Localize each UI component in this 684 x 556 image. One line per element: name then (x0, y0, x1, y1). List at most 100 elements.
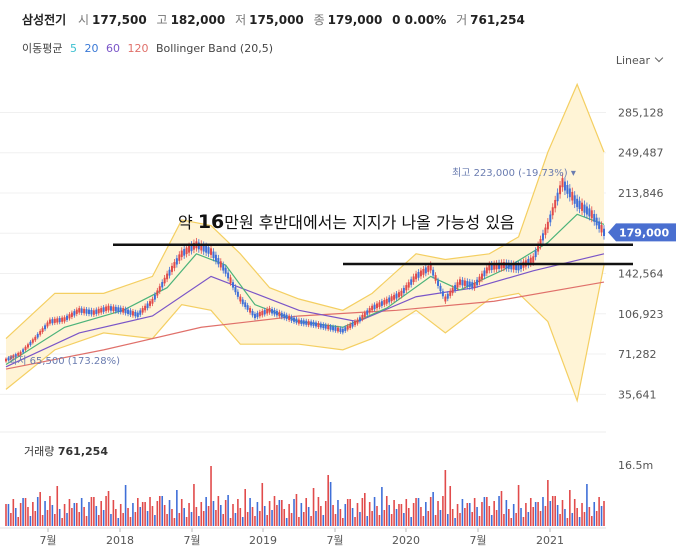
volume-bar (442, 496, 444, 526)
candle (310, 321, 313, 326)
volume-bar (417, 498, 420, 526)
volume-bar (534, 502, 537, 526)
volume-bar (432, 492, 434, 526)
volume-bar (571, 513, 574, 526)
volume-bar (75, 503, 78, 526)
candle (214, 254, 217, 262)
volume-bar (547, 480, 549, 526)
candle (249, 308, 252, 313)
volume-bar (207, 506, 210, 526)
volume-bar (276, 505, 278, 526)
volume-bar (381, 487, 383, 526)
candle (241, 299, 244, 305)
volume-bar (112, 500, 115, 526)
open-value: 177,500 (92, 13, 147, 27)
candle (495, 263, 498, 270)
candle (559, 185, 562, 195)
candle (498, 262, 501, 269)
candle (424, 267, 427, 274)
volume-bar (180, 499, 183, 526)
volume-bar (483, 497, 486, 526)
volume-bar (215, 510, 217, 526)
ma-label: 이동평균 (22, 42, 63, 55)
volume-bar (493, 501, 495, 526)
candle (427, 265, 430, 272)
candle (205, 245, 208, 253)
volume-bar (129, 517, 132, 526)
candle (354, 321, 357, 326)
volume-bar (478, 516, 481, 526)
candle (598, 221, 601, 229)
candle (78, 308, 81, 313)
volume-bar (390, 514, 393, 526)
volume-bar (7, 504, 10, 526)
volume-bar (281, 500, 283, 526)
volume-bar (481, 502, 483, 526)
candle (336, 327, 339, 332)
candle (400, 290, 403, 296)
volume-bar (464, 508, 466, 526)
candle (256, 312, 259, 318)
candle (429, 264, 432, 271)
candle (595, 217, 598, 226)
volume-bar (590, 516, 593, 526)
candle (512, 263, 515, 270)
candle (395, 293, 398, 299)
candle (80, 308, 83, 313)
candle (39, 331, 42, 335)
volume-bar (46, 510, 49, 526)
low-marker-label: 최저 65,500 (173.28%) (8, 355, 120, 367)
candle (207, 247, 210, 254)
volume-bar (459, 513, 461, 526)
candle (161, 282, 164, 288)
candle (212, 251, 215, 259)
x-tick-label: 2018 (106, 534, 134, 547)
annotation-text: 약 16만원 후반대에서는 지지가 나올 가능성 있음 (178, 211, 515, 233)
x-tick-label: 7월 (183, 534, 200, 547)
candle (527, 259, 530, 266)
volume-bar (329, 482, 332, 526)
volume-bar (512, 504, 515, 526)
candle (510, 263, 513, 270)
candle (219, 261, 222, 268)
candle (70, 312, 73, 317)
volume-bar (102, 510, 105, 526)
volume-bar (22, 498, 24, 526)
volume-panel-value: 761,254 (57, 445, 108, 458)
candle (551, 207, 554, 216)
volume-bar (476, 507, 478, 526)
volume-bar (312, 488, 315, 526)
candle (517, 264, 520, 271)
candle (166, 273, 169, 280)
candle (66, 315, 69, 320)
candle (163, 277, 166, 284)
candle (446, 293, 449, 299)
candle (576, 198, 579, 208)
candle (332, 326, 335, 331)
volume-bar (549, 501, 552, 526)
volume-bar (168, 500, 171, 526)
volume-bar (595, 511, 598, 526)
candle (26, 344, 29, 348)
candle (173, 262, 176, 269)
volume-title: 거래량 761,254 (24, 443, 108, 459)
candle (46, 322, 49, 327)
volume-bar (122, 513, 124, 526)
candle (295, 318, 298, 323)
candle (378, 302, 381, 308)
indicator-legend[interactable]: 이동평균 5 20 60 120 Bollinger Band (20,5) (22, 40, 277, 56)
candle (29, 341, 32, 346)
volume-bar (437, 501, 439, 526)
candle (139, 310, 142, 315)
volume-bar (173, 518, 176, 526)
volume-bar (451, 509, 454, 526)
volume-bar (495, 510, 498, 526)
candle (593, 213, 596, 222)
volume-bar (581, 503, 583, 526)
candle (490, 263, 493, 271)
volume-bar (393, 500, 395, 526)
scale-dropdown[interactable]: Linear (616, 53, 664, 67)
ma60-line (5, 253, 605, 368)
candle (500, 262, 503, 269)
